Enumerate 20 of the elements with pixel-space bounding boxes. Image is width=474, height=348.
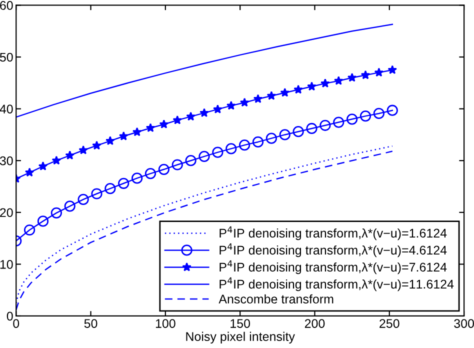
x-tick-label: 250 bbox=[380, 319, 400, 328]
x-tick-label: 100 bbox=[156, 319, 176, 328]
x-tick-label: 0 bbox=[13, 319, 20, 328]
y-tick-label: 40 bbox=[0, 104, 13, 114]
y-tick-label: 50 bbox=[0, 52, 13, 62]
y-tick-label: 0 bbox=[6, 312, 13, 321]
y-tick-label: 30 bbox=[0, 156, 13, 166]
legend-label: P$^{4}$IP denoising transform,λ*(v−u)=7.6124 bbox=[220, 260, 447, 274]
x-tick-label: 150 bbox=[230, 319, 250, 328]
y-tick-label: 60 bbox=[0, 1, 13, 10]
legend-label: P$^{4}$IP denoising transform,λ*(v−u)=1.6124 bbox=[220, 226, 447, 240]
y-tick-label: 10 bbox=[0, 260, 13, 269]
y-tick-label: 20 bbox=[0, 208, 13, 218]
x-axis-title: Noisy pixel intensity bbox=[186, 332, 295, 344]
x-tick-label: 200 bbox=[304, 319, 325, 328]
legend-label: Anscombe transform bbox=[218, 294, 334, 304]
x-tick-label: 300 bbox=[454, 319, 474, 328]
legend-label: P$^{4}$IP denoising transform,λ*(v−u)=4.6124 bbox=[220, 243, 447, 258]
x-tick-label: 50 bbox=[84, 319, 98, 328]
legend-label: P$^{4}$IP denoising transform,λ*(v−u)=11.6124 bbox=[220, 277, 454, 292]
